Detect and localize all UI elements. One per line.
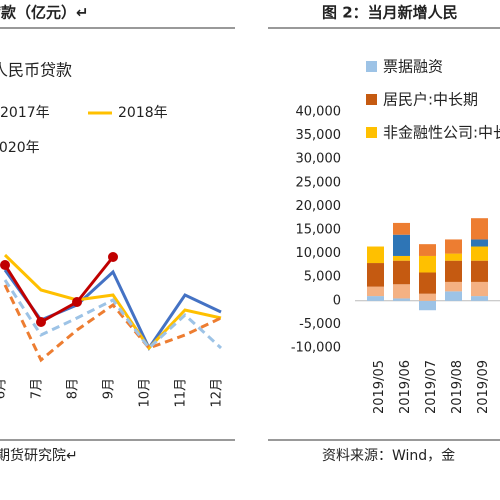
bar-segment xyxy=(393,255,410,261)
x-tick-label: 2019/05 xyxy=(372,360,387,414)
x-tick-label: 12月 xyxy=(210,378,225,408)
legend-swatch xyxy=(366,94,377,105)
point-marker xyxy=(36,317,46,327)
bar-segment xyxy=(367,246,384,264)
x-tick-label: 6月 xyxy=(0,378,9,399)
bar-segment xyxy=(393,222,410,235)
series-line xyxy=(3,279,223,351)
y-tick-label: 20,000 xyxy=(296,199,342,214)
x-tick-label: 2019/09 xyxy=(476,360,491,414)
chart-title: 人民币贷款 xyxy=(0,61,72,80)
bar-segment xyxy=(419,272,436,294)
bar-segment xyxy=(419,255,436,273)
bar-segment xyxy=(471,296,488,301)
bar-segment xyxy=(393,284,410,299)
series-line xyxy=(3,256,115,324)
bar-segment xyxy=(367,296,384,301)
bar-segment xyxy=(419,300,436,311)
x-tick-label: 11月 xyxy=(174,378,189,408)
y-tick-label: -10,000 xyxy=(291,341,341,356)
y-tick-label: 0 xyxy=(333,293,341,308)
series-line xyxy=(3,284,222,363)
y-tick-label: 40,000 xyxy=(296,105,342,120)
y-tick-label: -5,000 xyxy=(299,317,341,332)
bar-segment xyxy=(471,239,488,247)
bar-segment xyxy=(419,293,436,301)
bar-segment xyxy=(445,253,462,261)
legend-swatch xyxy=(366,127,377,138)
x-tick-label: 9月 xyxy=(102,378,117,399)
bar-segment xyxy=(445,291,462,301)
right-header: 图 2：当月新增人民 xyxy=(322,4,458,22)
x-tick-label: 10月 xyxy=(138,378,153,408)
point-marker xyxy=(0,260,10,270)
bar-segment xyxy=(445,260,462,282)
y-tick-label: 35,000 xyxy=(296,128,342,143)
bar-segment xyxy=(393,260,410,285)
x-tick-label: 2019/07 xyxy=(424,360,439,414)
x-tick-label: 8月 xyxy=(66,378,81,399)
legend-label: 2020年 xyxy=(0,140,40,156)
bar-segment xyxy=(445,239,462,254)
x-tick-label: 2019/06 xyxy=(398,360,413,414)
legend-label: 票据融资 xyxy=(383,58,443,76)
bar-segment xyxy=(419,244,436,256)
y-tick-label: 10,000 xyxy=(296,246,342,261)
point-marker xyxy=(108,252,118,262)
legend-label: 居民户:中长期 xyxy=(383,91,478,109)
legend-label: 非金融性公司:中长期 xyxy=(383,124,500,142)
bar-segment xyxy=(445,281,462,292)
bar-segment xyxy=(367,286,384,297)
right-footer: 资料来源：Wind，金 xyxy=(322,448,455,464)
legend-swatch xyxy=(366,61,377,72)
left-header: 贷款（亿元）↵ xyxy=(0,4,89,22)
x-tick-label: 7月 xyxy=(30,378,45,399)
bar-segment xyxy=(471,218,488,240)
y-tick-label: 5,000 xyxy=(304,270,341,285)
bar-segment xyxy=(471,246,488,261)
bar-segment xyxy=(393,298,410,301)
point-marker xyxy=(72,297,82,307)
series-line xyxy=(3,269,222,352)
y-tick-label: 25,000 xyxy=(296,175,342,190)
bar-segment xyxy=(471,260,488,282)
bar-segment xyxy=(471,281,488,297)
legend-label: 2018年 xyxy=(118,105,168,121)
series-line xyxy=(3,253,222,351)
legend-label: 2017年 xyxy=(0,105,50,121)
bar-segment xyxy=(393,234,410,256)
y-tick-label: 30,000 xyxy=(296,152,342,167)
y-tick-label: 15,000 xyxy=(296,223,342,238)
left-footer: 期货研究院↵ xyxy=(0,447,78,464)
bar-segment xyxy=(367,263,384,287)
x-tick-label: 2019/08 xyxy=(450,360,465,414)
